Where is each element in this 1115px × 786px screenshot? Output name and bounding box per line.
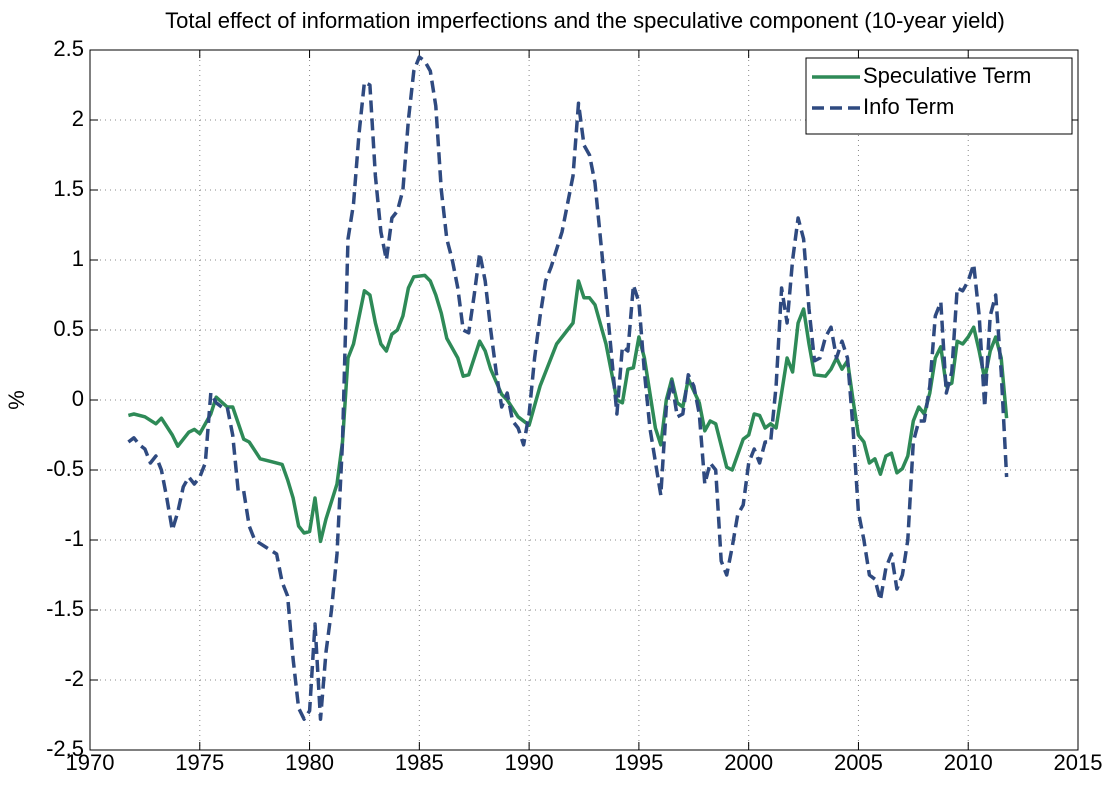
- series-line: [127, 273, 1009, 544]
- y-tick-label: -2.5: [46, 736, 84, 761]
- y-tick-label: -1.5: [46, 596, 84, 621]
- chart-title: Total effect of information imperfection…: [165, 8, 1005, 33]
- x-tick-label: 1975: [175, 750, 224, 775]
- y-tick-label: -0.5: [46, 456, 84, 481]
- y-tick-label: 1: [72, 246, 84, 271]
- y-tick-label: 1.5: [53, 176, 84, 201]
- x-tick-label: 1985: [395, 750, 444, 775]
- x-tick-label: 1980: [285, 750, 334, 775]
- y-tick-label: -2: [64, 666, 84, 691]
- x-tick-label: 2000: [724, 750, 773, 775]
- plot-frame: [89, 49, 1079, 751]
- y-tick-label: -1: [64, 526, 84, 551]
- x-tick-label: 2005: [834, 750, 883, 775]
- x-tick-label: 2015: [1054, 750, 1103, 775]
- x-tick-label: 2010: [944, 750, 993, 775]
- x-tick-label: 1995: [614, 750, 663, 775]
- legend-label: Info Term: [863, 94, 954, 119]
- x-tick-label: 1990: [505, 750, 554, 775]
- x-tick-label: 1970: [66, 750, 115, 775]
- y-axis-label: %: [4, 390, 29, 410]
- legend-box: [805, 57, 1073, 135]
- y-tick-label: 2: [72, 106, 84, 131]
- y-tick-label: 2.5: [53, 36, 84, 61]
- series-line: [127, 55, 1009, 721]
- legend-label: Speculative Term: [863, 63, 1031, 88]
- y-tick-label: 0: [72, 386, 84, 411]
- y-tick-label: 0.5: [53, 316, 84, 341]
